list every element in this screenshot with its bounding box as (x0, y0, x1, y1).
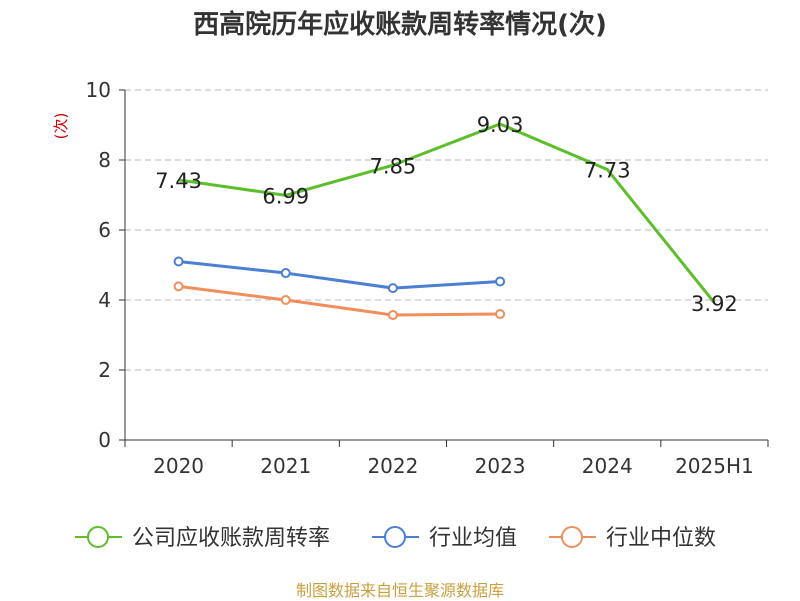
y-tick-label: 0 (98, 428, 111, 452)
source-note: 制图数据来自恒生聚源数据库 (295, 581, 504, 600)
x-tick-label: 2021 (260, 454, 311, 478)
data-point (495, 276, 506, 287)
series-line (178, 284, 501, 317)
series-line (178, 260, 501, 290)
legend-marker (87, 526, 109, 548)
data-point (387, 283, 398, 294)
y-tick-label: 6 (98, 218, 111, 242)
legend-label: 行业均值 (429, 526, 517, 551)
legend-label: 行业中位数 (606, 526, 716, 551)
data-label: 7.85 (370, 154, 417, 178)
y-axis-label: (次) (52, 113, 70, 140)
data-label: 6.99 (262, 184, 309, 208)
chart-title: 西高院历年应收账款周转率情况(次) (193, 10, 607, 40)
y-tick-label: 4 (98, 288, 111, 312)
data-point (173, 256, 184, 267)
data-point (280, 295, 291, 305)
x-tick-label: 2025H1 (675, 454, 754, 478)
legend-marker (384, 526, 406, 548)
data-point (387, 310, 398, 321)
data-point (173, 281, 184, 292)
series-line (178, 122, 716, 304)
x-tick-label: 2024 (582, 454, 633, 478)
x-tick-label: 2020 (153, 454, 204, 478)
legend-marker (561, 526, 583, 548)
legend-label: 公司应收账款周转率 (132, 526, 330, 551)
data-label: 3.92 (691, 292, 738, 316)
data-label: 9.03 (477, 113, 524, 137)
data-label: 7.73 (584, 158, 631, 182)
y-tick-label: 8 (98, 148, 111, 172)
x-tick-label: 2022 (367, 454, 418, 478)
data-point (495, 309, 506, 319)
y-tick-label: 10 (86, 78, 111, 102)
data-point (280, 268, 291, 279)
data-label: 7.43 (155, 169, 202, 193)
y-tick-label: 2 (98, 358, 111, 382)
x-tick-label: 2023 (475, 454, 526, 478)
